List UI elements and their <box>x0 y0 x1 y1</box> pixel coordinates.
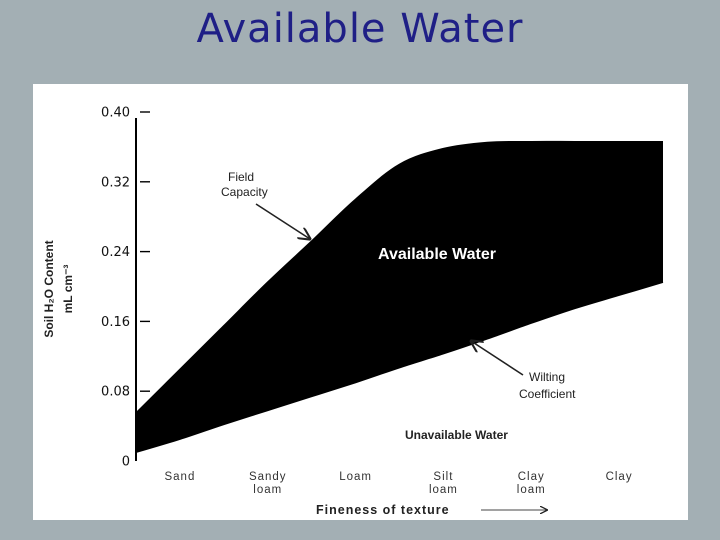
x-category-label: Sandy <box>249 471 287 483</box>
x-category-label: Silt <box>433 471 453 483</box>
field-capacity-label-line2: Capacity <box>221 185 268 199</box>
y-tick-label: 0.16 <box>101 315 130 330</box>
wilting-arrow <box>471 341 524 376</box>
slide-title: Available Water <box>196 6 524 52</box>
x-category-label: loam <box>517 484 546 496</box>
y-axis-label-line2: mL cm⁻³ <box>61 265 75 314</box>
x-category-label: Loam <box>339 471 372 483</box>
x-category-label: Clay <box>606 471 633 483</box>
wilting-label-line2: Coefficient <box>519 387 576 401</box>
field-capacity-line <box>135 140 663 414</box>
x-category-label: loam <box>429 484 458 496</box>
x-category-label: loam <box>253 484 282 496</box>
x-category-label: Clay <box>518 471 545 483</box>
y-tick-label: 0 <box>122 455 130 470</box>
y-tick-label: 0.40 <box>101 106 130 121</box>
y-axis-label-line1: Soil H₂O Content <box>42 240 56 337</box>
field-capacity-label-line1: Field <box>228 170 254 184</box>
y-tick-label: 0.24 <box>101 245 130 260</box>
wilting-label-line1: Wilting <box>529 370 565 384</box>
available-water-label: Available Water <box>378 246 496 263</box>
y-tick-label: 0.08 <box>101 385 130 400</box>
unavailable-water-label: Unavailable Water <box>405 428 508 442</box>
chart-figure: 0 0.08 0.16 0.24 0.32 0.40 Sand Sandy loam Loam S… <box>33 84 688 520</box>
available-water-band <box>136 141 663 453</box>
x-category-label: Sand <box>164 471 195 483</box>
field-capacity-arrow <box>255 203 310 239</box>
x-axis-label: Fineness of texture <box>316 503 450 517</box>
y-tick-label: 0.32 <box>101 175 130 190</box>
wilting-coefficient-line <box>135 281 664 454</box>
